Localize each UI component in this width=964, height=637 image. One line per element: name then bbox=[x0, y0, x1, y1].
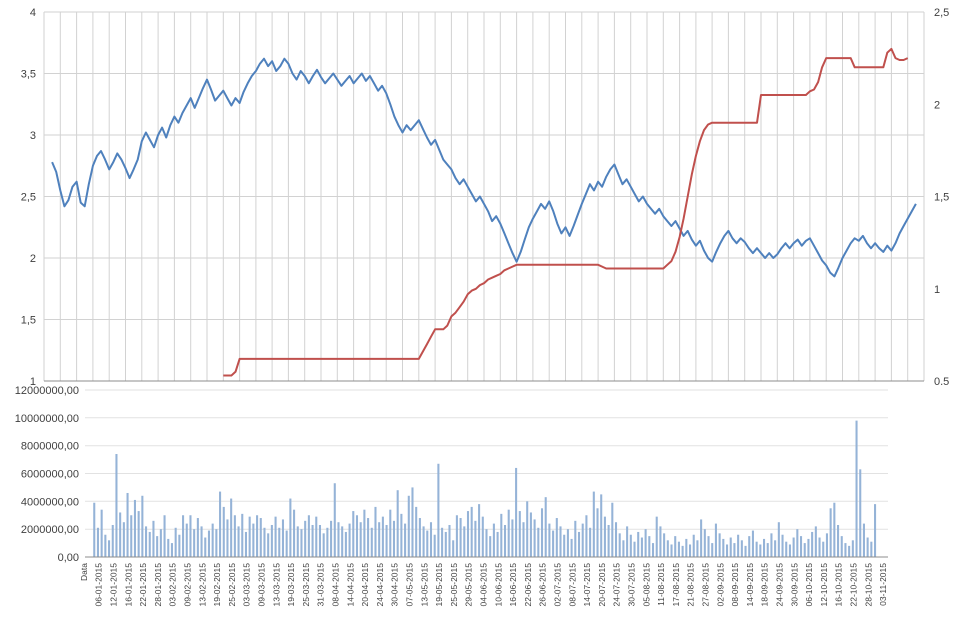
svg-text:19-02-2015: 19-02-2015 bbox=[212, 563, 222, 607]
svg-text:2: 2 bbox=[30, 253, 36, 265]
svg-text:14-07-2015: 14-07-2015 bbox=[582, 563, 592, 607]
svg-text:06-01-2015: 06-01-2015 bbox=[94, 563, 104, 607]
svg-text:1,5: 1,5 bbox=[21, 315, 36, 327]
svg-text:16-10-2015: 16-10-2015 bbox=[834, 563, 844, 607]
svg-text:12-10-2015: 12-10-2015 bbox=[819, 563, 829, 607]
svg-text:2,5: 2,5 bbox=[21, 192, 36, 204]
svg-text:1: 1 bbox=[30, 376, 36, 385]
svg-text:10-06-2015: 10-06-2015 bbox=[493, 563, 503, 607]
svg-text:18-09-2015: 18-09-2015 bbox=[760, 563, 770, 607]
svg-text:2,5: 2,5 bbox=[934, 7, 949, 19]
svg-text:13-02-2015: 13-02-2015 bbox=[197, 563, 207, 607]
volume-bars bbox=[93, 420, 877, 558]
svg-text:24-04-2015: 24-04-2015 bbox=[375, 563, 385, 607]
svg-text:2: 2 bbox=[934, 99, 940, 111]
svg-text:07-05-2015: 07-05-2015 bbox=[405, 563, 415, 607]
svg-text:16-06-2015: 16-06-2015 bbox=[508, 563, 518, 607]
svg-text:28-10-2015: 28-10-2015 bbox=[863, 563, 873, 607]
svg-text:12000000,00: 12000000,00 bbox=[15, 385, 79, 397]
svg-text:08-07-2015: 08-07-2015 bbox=[567, 563, 577, 607]
svg-text:22-10-2015: 22-10-2015 bbox=[849, 563, 859, 607]
svg-text:20-07-2015: 20-07-2015 bbox=[597, 563, 607, 607]
svg-text:25-03-2015: 25-03-2015 bbox=[301, 563, 311, 607]
svg-text:06-10-2015: 06-10-2015 bbox=[804, 563, 814, 607]
red-step-series bbox=[223, 47, 909, 377]
svg-text:13-05-2015: 13-05-2015 bbox=[419, 563, 429, 607]
svg-text:31-03-2015: 31-03-2015 bbox=[316, 563, 326, 607]
svg-text:4: 4 bbox=[30, 7, 36, 19]
svg-text:09-03-2015: 09-03-2015 bbox=[257, 563, 267, 607]
svg-text:08-09-2015: 08-09-2015 bbox=[730, 563, 740, 607]
svg-text:Data: Data bbox=[79, 563, 89, 581]
svg-text:29-05-2015: 29-05-2015 bbox=[464, 563, 474, 607]
top-left-axis-labels: 4 3,5 3 2,5 2 1,5 1 bbox=[21, 7, 36, 385]
svg-text:22-06-2015: 22-06-2015 bbox=[523, 563, 533, 607]
price-line-chart: 4 3,5 3 2,5 2 1,5 1 2,5 2 1,5 1 0,5 bbox=[21, 7, 950, 385]
svg-text:10000000,00: 10000000,00 bbox=[15, 413, 79, 425]
svg-text:24-09-2015: 24-09-2015 bbox=[775, 563, 785, 607]
date-axis-labels: Data 06-01-2015 12-01-2015 16-01-2015 22-01-… bbox=[79, 563, 888, 607]
svg-text:25-02-2015: 25-02-2015 bbox=[227, 563, 237, 607]
svg-text:4000000,00: 4000000,00 bbox=[21, 496, 79, 508]
svg-text:08-04-2015: 08-04-2015 bbox=[331, 563, 341, 607]
svg-text:05-08-2015: 05-08-2015 bbox=[641, 563, 651, 607]
svg-text:6000000,00: 6000000,00 bbox=[21, 469, 79, 481]
svg-text:09-02-2015: 09-02-2015 bbox=[183, 563, 193, 607]
svg-text:22-01-2015: 22-01-2015 bbox=[138, 563, 148, 607]
svg-text:30-09-2015: 30-09-2015 bbox=[789, 563, 799, 607]
svg-text:28-01-2015: 28-01-2015 bbox=[153, 563, 163, 607]
svg-text:19-05-2015: 19-05-2015 bbox=[434, 563, 444, 607]
svg-text:14-09-2015: 14-09-2015 bbox=[745, 563, 755, 607]
svg-text:1: 1 bbox=[934, 284, 940, 296]
svg-text:24-07-2015: 24-07-2015 bbox=[612, 563, 622, 607]
svg-text:30-07-2015: 30-07-2015 bbox=[627, 563, 637, 607]
svg-text:3,5: 3,5 bbox=[21, 69, 36, 81]
svg-text:1,5: 1,5 bbox=[934, 192, 949, 204]
svg-text:14-04-2015: 14-04-2015 bbox=[345, 563, 355, 607]
svg-text:2000000,00: 2000000,00 bbox=[21, 524, 79, 536]
svg-text:26-06-2015: 26-06-2015 bbox=[538, 563, 548, 607]
svg-text:25-05-2015: 25-05-2015 bbox=[449, 563, 459, 607]
svg-text:21-08-2015: 21-08-2015 bbox=[686, 563, 696, 607]
top-gridlines bbox=[43, 11, 925, 382]
svg-text:0,5: 0,5 bbox=[934, 376, 949, 385]
volume-axis-labels: 12000000,00 10000000,00 8000000,00 6000000,… bbox=[15, 385, 79, 564]
svg-text:30-04-2015: 30-04-2015 bbox=[390, 563, 400, 607]
svg-text:11-08-2015: 11-08-2015 bbox=[656, 563, 666, 606]
volume-bar-chart: 12000000,00 10000000,00 8000000,00 6000000,… bbox=[15, 385, 888, 607]
svg-text:13-03-2015: 13-03-2015 bbox=[271, 563, 281, 607]
svg-text:16-01-2015: 16-01-2015 bbox=[123, 563, 133, 607]
svg-text:03-02-2015: 03-02-2015 bbox=[168, 563, 178, 607]
svg-text:02-09-2015: 02-09-2015 bbox=[715, 563, 725, 607]
blue-line-series bbox=[51, 57, 917, 278]
svg-text:03-11-2015: 03-11-2015 bbox=[878, 563, 888, 606]
svg-text:03-03-2015: 03-03-2015 bbox=[242, 563, 252, 607]
svg-text:04-06-2015: 04-06-2015 bbox=[479, 563, 489, 607]
top-right-axis-labels: 2,5 2 1,5 1 0,5 bbox=[934, 7, 949, 385]
svg-text:12-01-2015: 12-01-2015 bbox=[109, 563, 119, 607]
svg-text:20-04-2015: 20-04-2015 bbox=[360, 563, 370, 607]
svg-text:8000000,00: 8000000,00 bbox=[21, 441, 79, 453]
svg-text:17-08-2015: 17-08-2015 bbox=[671, 563, 681, 607]
svg-text:27-08-2015: 27-08-2015 bbox=[701, 563, 711, 607]
svg-text:19-03-2015: 19-03-2015 bbox=[286, 563, 296, 607]
svg-text:02-07-2015: 02-07-2015 bbox=[553, 563, 563, 607]
svg-text:3: 3 bbox=[30, 130, 36, 142]
svg-text:0,00: 0,00 bbox=[58, 552, 79, 564]
